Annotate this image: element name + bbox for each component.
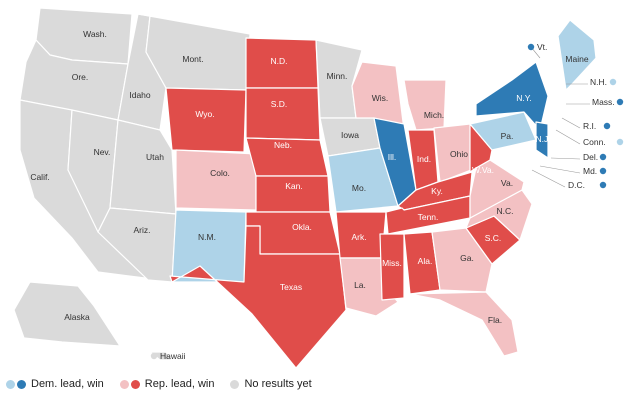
state-alaska[interactable]: [13, 281, 121, 347]
state-label-r-i: R.I.: [583, 121, 596, 131]
state-label-ky: Ky.: [431, 186, 443, 196]
state-label-iowa: Iowa: [341, 130, 359, 140]
state-label-fla: Fla.: [488, 315, 502, 325]
state-label-alaska: Alaska: [64, 312, 90, 322]
state-label-vt: Vt.: [537, 42, 547, 52]
legend-item-dem: Dem. lead, win: [6, 378, 104, 390]
state-label-ind: Ind.: [417, 154, 431, 164]
state-wyo[interactable]: [165, 87, 247, 153]
state-s-d[interactable]: [245, 87, 321, 141]
state-label-d-c: D.C.: [568, 180, 585, 190]
state-label-hawaii: Hawaii: [160, 351, 186, 361]
state-colo[interactable]: [175, 149, 257, 211]
state-label-va: Va.: [501, 178, 513, 188]
state-label-texas: Texas: [280, 282, 302, 292]
state-label-idaho: Idaho: [129, 90, 151, 100]
state-label-s-c: S.C.: [485, 233, 502, 243]
legend-swatch-rep-win: [130, 379, 140, 389]
leader-line-d-c: [531, 169, 566, 188]
state-label-wyo: Wyo.: [195, 109, 214, 119]
state-marker-hawaii[interactable]: [150, 352, 158, 360]
state-label-n-d: N.D.: [271, 56, 288, 66]
state-label-nev: Nev.: [94, 147, 111, 157]
state-label-w-va: W.Va.: [472, 165, 494, 175]
state-marker-conn[interactable]: [616, 138, 624, 146]
state-label-n-c: N.C.: [497, 206, 514, 216]
state-label-colo: Colo.: [210, 168, 230, 178]
state-label-wash: Wash.: [83, 29, 107, 39]
state-label-ark: Ark.: [351, 232, 366, 242]
state-label-kan: Kan.: [285, 181, 303, 191]
state-label-maine: Maine: [565, 54, 588, 64]
legend-swatch-dem-lead: [6, 379, 15, 389]
state-label-ala: Ala.: [418, 256, 433, 266]
state-label-neb: Neb.: [274, 140, 292, 150]
state-label-ore: Ore.: [72, 72, 89, 82]
state-label-minn: Minn.: [327, 71, 348, 81]
state-label-ill: Ill.: [388, 152, 397, 162]
state-label-n-m: N.M.: [198, 232, 216, 242]
legend-swatch-rep-lead: [119, 379, 129, 389]
state-label-ariz: Ariz.: [134, 225, 151, 235]
state-fla[interactable]: [409, 291, 519, 357]
leader-line-conn: [555, 129, 581, 145]
state-label-mont: Mont.: [182, 54, 203, 64]
state-label-del: Del.: [583, 152, 598, 162]
state-label-mich: Mich.: [424, 110, 444, 120]
state-ariz[interactable]: [97, 207, 177, 283]
state-n-y[interactable]: [475, 61, 549, 131]
state-label-tenn: Tenn.: [418, 212, 439, 222]
state-label-wis: Wis.: [372, 93, 389, 103]
state-n-m[interactable]: [171, 209, 247, 283]
map-legend: Dem. lead, win Rep. lead, win No results…: [6, 376, 328, 392]
state-label-ohio: Ohio: [450, 149, 468, 159]
state-label-calif: Calif.: [30, 172, 49, 182]
state-marker-mass[interactable]: [616, 98, 624, 106]
legend-label-rep: Rep. lead, win: [144, 378, 215, 390]
state-label-ga: Ga.: [460, 253, 474, 263]
legend-label-none: No results yet: [244, 378, 312, 390]
state-mich[interactable]: [403, 79, 447, 131]
state-label-conn: Conn.: [583, 137, 606, 147]
state-label-n-y: N.Y.: [516, 93, 531, 103]
leader-line-r-i: [561, 117, 581, 129]
legend-swatch-dem-win: [17, 379, 26, 389]
state-label-pa: Pa.: [501, 131, 514, 141]
state-marker-d-c[interactable]: [599, 181, 607, 189]
state-label-mo: Mo.: [352, 183, 366, 193]
legend-item-none: No results yet: [230, 378, 312, 390]
state-miss[interactable]: [379, 233, 405, 301]
state-label-n-j: N.J.: [535, 134, 550, 144]
state-maine[interactable]: [557, 19, 597, 91]
state-utah[interactable]: [109, 119, 177, 215]
leader-line-del: [550, 157, 581, 160]
state-marker-n-h[interactable]: [609, 78, 617, 86]
state-marker-del[interactable]: [599, 153, 607, 161]
legend-item-rep: Rep. lead, win: [119, 378, 215, 390]
state-label-n-h: N.H.: [590, 77, 607, 87]
leader-line-md: [539, 165, 581, 174]
state-label-md: Md.: [583, 166, 597, 176]
state-marker-md[interactable]: [599, 167, 607, 175]
state-label-okla: Okla.: [292, 222, 312, 232]
state-label-miss: Miss.: [382, 258, 402, 268]
state-marker-r-i[interactable]: [603, 122, 611, 130]
legend-swatch-none: [230, 379, 240, 389]
legend-label-dem: Dem. lead, win: [31, 378, 104, 390]
state-label-mass: Mass.: [592, 97, 615, 107]
state-label-utah: Utah: [146, 152, 164, 162]
state-marker-vt[interactable]: [527, 43, 535, 51]
state-label-la: La.: [354, 280, 366, 290]
state-label-s-d: S.D.: [271, 99, 288, 109]
state-n-j[interactable]: [535, 121, 549, 159]
state-texas[interactable]: [169, 225, 347, 369]
